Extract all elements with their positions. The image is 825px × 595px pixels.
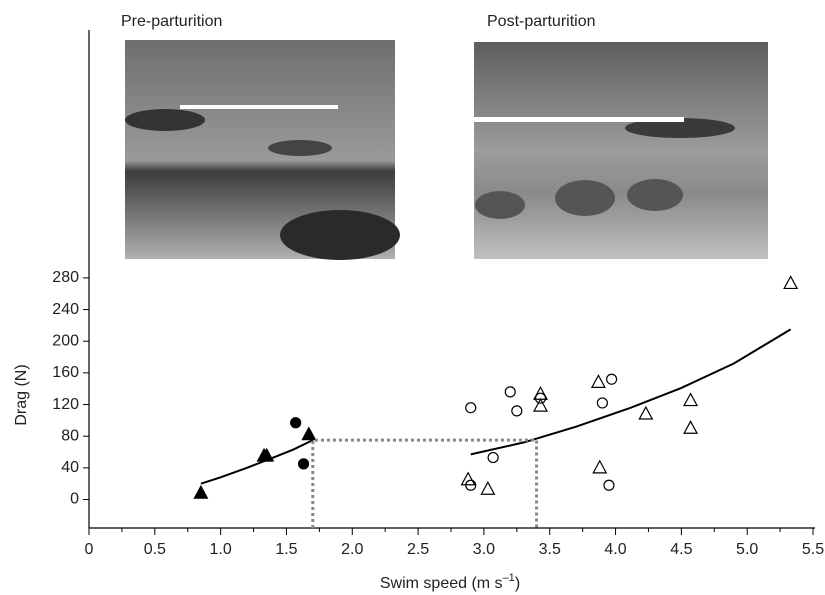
x-tick-label: 1.5 — [275, 541, 297, 558]
point — [605, 373, 618, 385]
x-axis-title: Swim speed (m s–1) — [380, 572, 520, 592]
panel-title: Post-parturition — [487, 13, 596, 30]
x-tick-label: 4.0 — [604, 541, 626, 558]
point — [596, 397, 608, 409]
x-axis-title-text: Swim speed (m s — [380, 575, 503, 592]
x-tick-label: 5.5 — [802, 541, 824, 558]
y-tick-label: 40 — [61, 459, 79, 476]
guide-line — [311, 438, 539, 528]
x-tick-label: 2.0 — [341, 541, 363, 558]
point — [290, 417, 302, 429]
point — [638, 405, 654, 420]
y-tick-label: 240 — [52, 301, 79, 318]
point — [504, 386, 516, 398]
x-axis-title-end: ) — [515, 575, 520, 592]
point — [487, 451, 499, 464]
point — [460, 471, 476, 486]
point — [592, 459, 608, 474]
point — [297, 458, 310, 470]
point — [783, 275, 799, 290]
panel-title: Pre-parturition — [121, 13, 222, 30]
x-tick-label: 0 — [85, 541, 94, 558]
fit-line — [470, 328, 792, 456]
point — [301, 426, 317, 441]
point — [480, 480, 496, 495]
point — [511, 405, 523, 417]
x-tick-label: 0.5 — [144, 541, 166, 558]
point — [590, 374, 606, 388]
point — [465, 402, 477, 414]
point — [683, 392, 699, 407]
point — [603, 479, 615, 491]
x-tick-label: 2.5 — [407, 541, 429, 558]
photo-post — [474, 42, 768, 259]
point — [193, 484, 209, 499]
photo-pre — [125, 40, 400, 260]
point — [534, 392, 547, 404]
x-tick-label: 3.5 — [539, 541, 561, 558]
y-tick-label: 120 — [52, 396, 79, 413]
point — [533, 397, 549, 412]
y-axis-title: Drag (N) — [13, 364, 30, 425]
fit-line — [200, 439, 314, 485]
y-tick-label: 0 — [70, 491, 79, 508]
y-tick-label: 200 — [52, 332, 79, 349]
x-tick-label: 5.0 — [736, 541, 758, 558]
x-tick-label: 4.5 — [670, 541, 692, 558]
point — [683, 420, 699, 434]
x-tick-label: 3.0 — [473, 541, 495, 558]
y-tick-label: 80 — [61, 427, 79, 444]
y-tick-label: 160 — [52, 364, 79, 381]
y-tick-label: 280 — [52, 269, 79, 286]
x-tick-label: 1.0 — [210, 541, 232, 558]
x-axis-title-exponent: –1 — [503, 572, 515, 584]
